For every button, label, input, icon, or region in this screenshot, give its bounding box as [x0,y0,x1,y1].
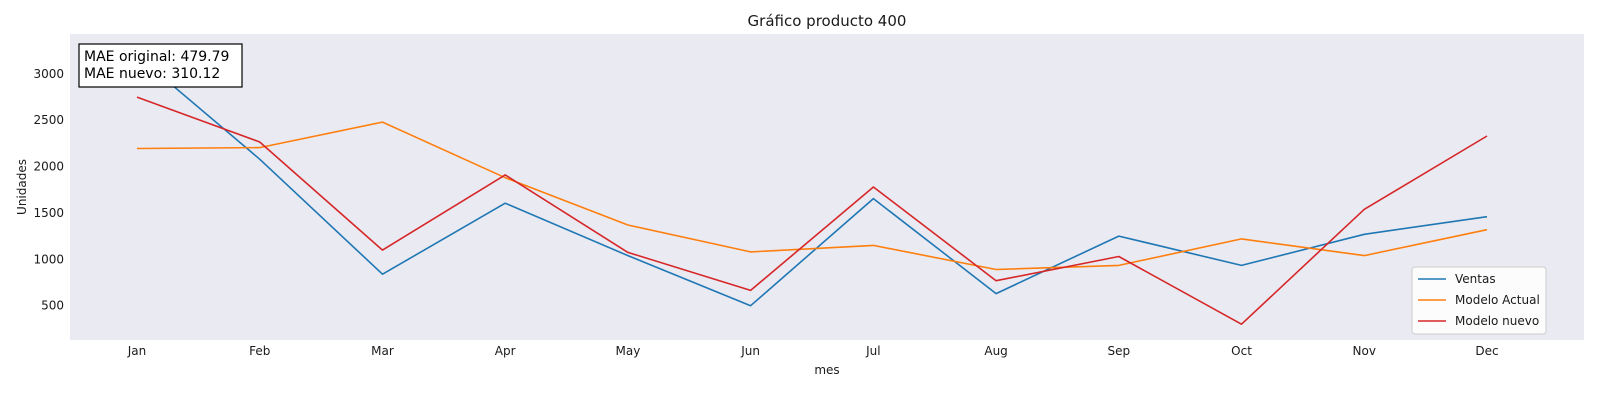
y-tick-label: 3000 [33,67,64,81]
legend-label: Modelo Actual [1455,293,1540,307]
x-axis-label: mes [814,363,839,377]
y-axis: 500 1000 1500 2000 2500 3000 [33,67,64,313]
chart-title: Gráfico producto 400 [748,12,907,30]
mae-original-text: MAE original: 479.79 [84,49,229,65]
legend-label: Modelo nuevo [1455,314,1539,328]
x-tick-label: Aug [984,344,1007,358]
x-tick-label: Jun [740,344,760,358]
y-axis-label: Unidades [15,159,29,215]
x-tick-label: Oct [1231,344,1252,358]
x-tick-label: Feb [249,344,270,358]
series-group [136,54,1488,326]
x-axis: Jan Feb Mar Apr May Jun Jul Aug Sep Oct Nov Dec [127,344,1499,358]
mae-annotation-box [78,43,243,88]
x-tick-label: Jul [865,344,880,358]
x-tick-label: Sep [1108,344,1131,358]
legend-label: Ventas [1455,272,1496,286]
mae-annotation: MAE original: 479.79 MAE nuevo: 310.12 [78,43,243,88]
legend-box [1411,266,1547,335]
series-line-ventas [136,54,1488,307]
y-tick-label: 1000 [33,252,64,266]
y-tick-label: 1500 [33,206,64,220]
x-tick-label: May [616,344,641,358]
y-tick-label: 2000 [33,160,64,174]
y-tick-label: 500 [41,299,64,313]
x-tick-label: Dec [1475,344,1498,358]
x-tick-label: Mar [371,344,394,358]
plot-area [70,34,1584,340]
x-tick-label: Nov [1353,344,1376,358]
x-tick-label: Jan [127,344,147,358]
y-tick-label: 2500 [33,113,64,127]
mae-nuevo-text: MAE nuevo: 310.12 [84,66,220,82]
series-line-modelo-nuevo [136,96,1488,326]
x-tick-label: Apr [495,344,516,358]
series-line-modelo-actual [136,121,1488,271]
legend: Ventas Modelo Actual Modelo nuevo [1411,266,1547,335]
